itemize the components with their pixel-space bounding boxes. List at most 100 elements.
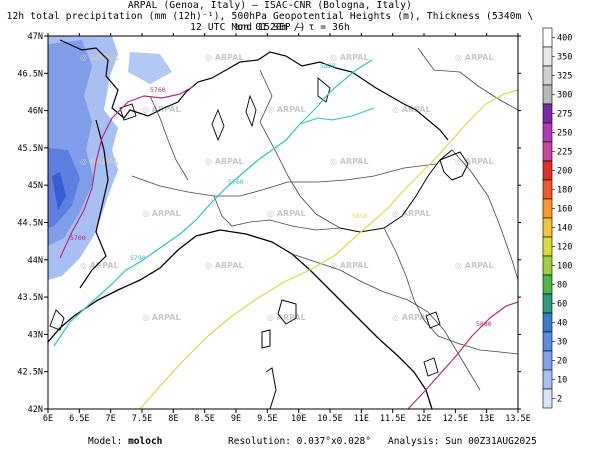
- gph-contour-branch: [299, 107, 375, 125]
- colorbar-swatch: [542, 350, 553, 371]
- colorbar-swatch: [542, 274, 553, 295]
- colorbar-label: 40: [557, 319, 567, 329]
- thickness-contour-yellow: [139, 89, 518, 409]
- colorbar-swatch: [542, 198, 553, 219]
- lon-tick-label: 10.5E: [317, 414, 343, 424]
- watermark-text: ◎ ARPAL: [455, 53, 494, 62]
- footer-resolution: Resolution: 0.037°x0.028°: [228, 436, 371, 447]
- lon-tick-label: 13E: [479, 414, 494, 424]
- gph-contour-5760: [53, 59, 373, 347]
- region-border-lombardy-w: [149, 95, 189, 181]
- forecast-map: ◎ ARPAL ◎ ARPAL ◎ ARPAL ◎ ARPAL ◎ ARPAL ◎ ARP…: [17, 32, 540, 424]
- lat-tick-label: 43.5N: [17, 293, 43, 303]
- colorbar: 400 350 325 300 275 250 225 200 180 160 140 120 100 8…: [542, 27, 572, 409]
- lake-maggiore: [211, 108, 225, 142]
- title-line-3: 12 UTC Mon 01 SEP — τ = 36h: [190, 22, 350, 33]
- lake-trasimeno: [425, 311, 441, 329]
- colorbar-swatch: [542, 141, 553, 162]
- colorbar-label: 80: [557, 281, 567, 291]
- colorbar-swatch: [542, 293, 553, 314]
- watermark-text: ◎ ARPAL: [455, 157, 494, 166]
- title-line-1: ARPAL (Genoa, Italy) — ISAC-CNR (Bologna…: [127, 0, 413, 11]
- colorbar-label: 10: [557, 376, 567, 386]
- region-border-tuscany: [291, 253, 481, 391]
- colorbar-swatch: [542, 312, 553, 333]
- lon-tick-label: 8.5E: [194, 414, 214, 424]
- lon-tick-label: 13.5E: [505, 414, 531, 424]
- island-corsica: [265, 367, 277, 409]
- watermark-text: ◎ ARPAL: [80, 157, 119, 166]
- lat-tick-label: 46N: [28, 107, 43, 117]
- colorbar-label: 250: [557, 129, 572, 139]
- lagoon-venice: [439, 151, 469, 181]
- footer-model-label: Model:: [88, 436, 123, 447]
- lat-tick-label: 45.5N: [17, 144, 43, 154]
- region-border-liguria: [213, 195, 341, 231]
- colorbar-label: 275: [557, 110, 572, 120]
- watermark-text: ◎ ARPAL: [267, 105, 306, 114]
- colorbar-label: 140: [557, 224, 572, 234]
- colorbar-label: 100: [557, 262, 572, 272]
- region-border-1: [259, 69, 341, 229]
- precip-alps-area: [128, 52, 172, 84]
- national-border-west: [79, 119, 109, 289]
- lon-tick-label: 7.5E: [132, 414, 152, 424]
- lake-bolsena: [423, 357, 439, 377]
- colorbar-swatch: [542, 331, 553, 352]
- thickness-contour-magenta-west: [59, 85, 195, 259]
- colorbar-label: 160: [557, 205, 572, 215]
- thickness-contour-magenta-east: [407, 301, 518, 409]
- watermark-text: ◎ ARPAL: [80, 53, 119, 62]
- colorbar-label: 200: [557, 167, 572, 177]
- lat-tick-label: 42N: [28, 405, 43, 415]
- lon-axis: 6E 6.5E 7E 7.5E 8E 8.5E 9E 9.5E 10E 10.5E 11E 11.5E…: [43, 33, 531, 424]
- lake-geneva-tip: [119, 103, 137, 121]
- colorbar-swatch: [542, 369, 553, 390]
- lat-tick-label: 45N: [28, 181, 43, 191]
- island-small: [261, 329, 271, 349]
- map-lines: [48, 39, 518, 409]
- footer-analysis: Analysis: Sun 00Z31AUG2025: [388, 436, 537, 447]
- island-elba: [277, 299, 297, 325]
- coastline-adriatic: [339, 149, 453, 233]
- colorbar-swatch: [542, 217, 553, 238]
- lake-como: [245, 94, 257, 128]
- map-frame-bg: [48, 36, 518, 409]
- watermark-text: ◎ ARPAL: [392, 209, 431, 218]
- colorbar-label: 60: [557, 300, 567, 310]
- contour-label: 5820: [320, 62, 336, 70]
- watermark-text: ◎ ARPAL: [330, 261, 369, 270]
- title-line-2: 12h total precipitation (mm (12h)⁻¹), 50…: [6, 11, 534, 33]
- colorbar-label: 325: [557, 72, 572, 82]
- colorbar-label: 300: [557, 91, 572, 101]
- watermark-text: ◎ ARPAL: [517, 209, 540, 218]
- colorbar-label: 350: [557, 53, 572, 63]
- colorbar-swatch: [542, 103, 553, 124]
- colorbar-swatch: [542, 46, 553, 67]
- lat-tick-label: 44N: [28, 256, 43, 266]
- colorbar-label: 20: [557, 357, 567, 367]
- lon-tick-label: 10E: [291, 414, 306, 424]
- colorbar-label: 120: [557, 243, 572, 253]
- colorbar-swatch: [542, 179, 553, 200]
- contour-label: 5760: [150, 86, 166, 94]
- colorbar-swatch: [542, 236, 553, 257]
- region-border-austria: [417, 47, 518, 111]
- watermark-text: ◎ ARPAL: [142, 209, 181, 218]
- national-border-north: [59, 39, 449, 141]
- footer-model-value: moloch: [128, 436, 163, 447]
- lat-tick-label: 46.5N: [17, 69, 43, 79]
- watermark-text: ◎ ARPAL: [330, 157, 369, 166]
- contour-label: 5850: [352, 212, 368, 220]
- lon-tick-label: 6E: [43, 414, 53, 424]
- colorbar-label: 400: [557, 34, 572, 44]
- lake-garda: [317, 77, 331, 103]
- contour-label: 5700: [70, 234, 86, 242]
- colorbar-swatch: [542, 160, 553, 181]
- watermark-text: ◎ ARPAL: [267, 209, 306, 218]
- watermark-text: ◎ ARPAL: [142, 313, 181, 322]
- watermark-text: ◎ ARPAL: [455, 261, 494, 270]
- coastline-mainland: [48, 229, 433, 409]
- contour-label: 5790: [130, 254, 146, 262]
- lon-tick-label: 8E: [168, 414, 178, 424]
